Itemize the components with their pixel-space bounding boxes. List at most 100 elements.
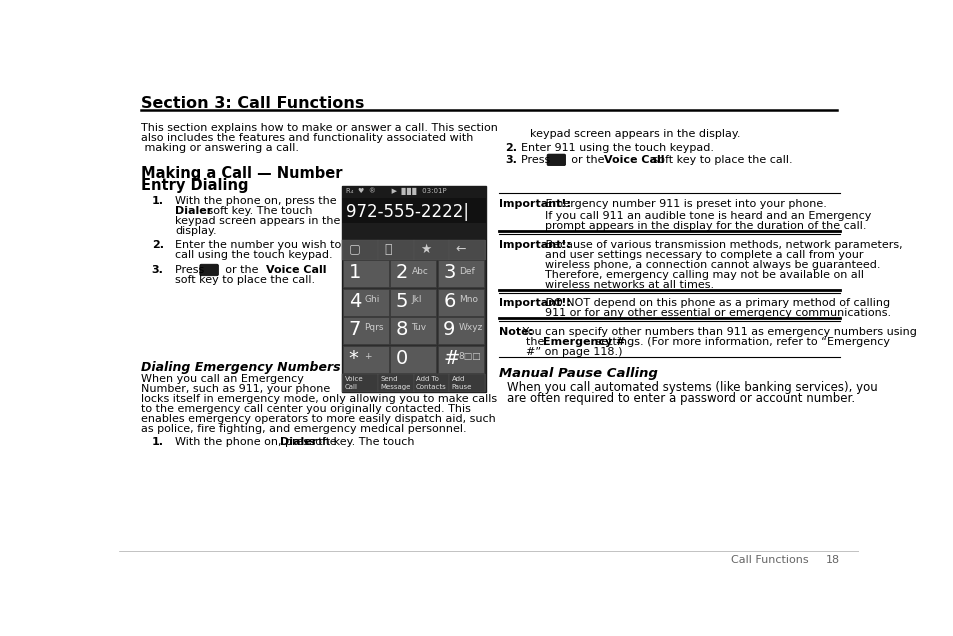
Text: call using the touch keypad.: call using the touch keypad. xyxy=(174,251,333,260)
Text: With the phone on, press the: With the phone on, press the xyxy=(174,196,336,205)
Text: Def: Def xyxy=(458,266,474,275)
Text: Add: Add xyxy=(452,376,465,382)
Text: 8: 8 xyxy=(395,321,408,340)
Text: 911 or for any other essential or emergency communications.: 911 or for any other essential or emerge… xyxy=(545,308,891,318)
Text: Add To: Add To xyxy=(416,376,438,382)
Text: 1.: 1. xyxy=(152,196,164,205)
Text: #: # xyxy=(443,349,459,368)
Text: ←: ← xyxy=(456,243,466,256)
Bar xyxy=(437,317,483,344)
Text: 👥: 👥 xyxy=(384,243,392,256)
Bar xyxy=(437,260,483,287)
Bar xyxy=(343,289,389,316)
Text: You can specify other numbers than 911 as emergency numbers using: You can specify other numbers than 911 a… xyxy=(518,326,916,336)
Bar xyxy=(342,186,485,392)
Text: 2: 2 xyxy=(395,263,408,282)
Text: With the phone on, press the: With the phone on, press the xyxy=(174,437,340,446)
Text: 18: 18 xyxy=(825,555,840,565)
Text: 9: 9 xyxy=(443,321,456,340)
Bar xyxy=(390,317,436,344)
Text: Section 3: Call Functions: Section 3: Call Functions xyxy=(141,96,364,111)
Text: ★: ★ xyxy=(419,243,431,256)
Text: 2.: 2. xyxy=(505,142,517,153)
FancyBboxPatch shape xyxy=(199,264,218,276)
Text: This section explains how to make or answer a call. This section: This section explains how to make or ans… xyxy=(141,123,497,132)
Text: Pause: Pause xyxy=(452,384,472,389)
Text: Dialer: Dialer xyxy=(279,437,316,446)
Text: Wxyz: Wxyz xyxy=(458,324,482,333)
Text: When you call an Emergency: When you call an Emergency xyxy=(141,373,303,384)
Text: *: * xyxy=(348,349,358,368)
Text: 1: 1 xyxy=(348,263,360,282)
Text: wireless networks at all times.: wireless networks at all times. xyxy=(545,280,714,289)
Text: R₄  ♥  ®       ▶  ▊▊▊  03:01P: R₄ ♥ ® ▶ ▊▊▊ 03:01P xyxy=(345,187,446,195)
Text: wireless phone, a connection cannot always be guaranteed.: wireless phone, a connection cannot alwa… xyxy=(545,259,880,270)
Text: 6: 6 xyxy=(443,292,456,311)
Text: Manual Pause Calling: Manual Pause Calling xyxy=(498,368,658,380)
Text: display.: display. xyxy=(174,226,216,236)
Text: Therefore, emergency calling may not be available on all: Therefore, emergency calling may not be … xyxy=(545,270,863,280)
Text: #” on page 118.): #” on page 118.) xyxy=(525,347,622,357)
Text: 4: 4 xyxy=(348,292,360,311)
Text: and user settings necessary to complete a call from your: and user settings necessary to complete … xyxy=(545,249,863,259)
FancyBboxPatch shape xyxy=(546,154,565,165)
Text: Call Functions: Call Functions xyxy=(731,555,808,565)
Text: soft key. The touch: soft key. The touch xyxy=(204,205,313,216)
Text: 5: 5 xyxy=(395,292,408,311)
Text: ▢: ▢ xyxy=(348,243,360,256)
Bar xyxy=(343,346,389,373)
Text: are often required to enter a password or account number.: are often required to enter a password o… xyxy=(506,392,854,405)
Text: Important!:: Important!: xyxy=(498,198,571,209)
Text: Voice Call: Voice Call xyxy=(604,155,664,165)
Text: making or answering a call.: making or answering a call. xyxy=(141,142,298,153)
Bar xyxy=(342,240,485,259)
Text: Because of various transmission methods, network parameters,: Because of various transmission methods,… xyxy=(541,240,902,249)
Text: Contacts: Contacts xyxy=(416,384,446,389)
Bar xyxy=(342,223,485,240)
Text: Press      or the: Press or the xyxy=(520,155,607,165)
Text: Call: Call xyxy=(344,384,357,389)
Bar xyxy=(342,373,485,392)
Text: 0: 0 xyxy=(395,349,408,368)
Bar xyxy=(342,198,485,223)
Text: Tuv: Tuv xyxy=(411,324,426,333)
Text: to the emergency call center you originally contacted. This: to the emergency call center you origina… xyxy=(141,404,471,413)
Bar xyxy=(377,373,414,392)
Text: 3.: 3. xyxy=(505,155,517,165)
Bar xyxy=(449,373,484,392)
Text: Press      or the: Press or the xyxy=(174,265,262,275)
Bar xyxy=(390,289,436,316)
Text: keypad screen appears in the: keypad screen appears in the xyxy=(174,216,340,226)
Text: Emergency #: Emergency # xyxy=(542,336,625,347)
Text: Making a Call — Number: Making a Call — Number xyxy=(141,165,342,181)
Text: soft key. The touch: soft key. The touch xyxy=(306,437,414,446)
Text: Important!:: Important!: xyxy=(498,298,571,308)
Text: also includes the features and functionality associated with: also includes the features and functiona… xyxy=(141,132,473,142)
Text: locks itself in emergency mode, only allowing you to make calls: locks itself in emergency mode, only all… xyxy=(141,394,497,404)
Text: 2.: 2. xyxy=(152,240,164,251)
Text: settings. (For more information, refer to “Emergency: settings. (For more information, refer t… xyxy=(592,336,889,347)
Text: +: + xyxy=(364,352,372,361)
Text: 8□□: 8□□ xyxy=(458,352,481,361)
Bar xyxy=(343,317,389,344)
Text: Note:: Note: xyxy=(498,326,533,336)
Bar xyxy=(343,260,389,287)
Bar xyxy=(414,240,449,259)
Bar xyxy=(342,240,377,259)
Bar xyxy=(342,373,377,392)
Text: Voice: Voice xyxy=(344,376,363,382)
Bar xyxy=(437,346,483,373)
Text: keypad screen appears in the display.: keypad screen appears in the display. xyxy=(530,128,740,139)
Text: Enter the number you wish to: Enter the number you wish to xyxy=(174,240,341,251)
Text: 7: 7 xyxy=(348,321,360,340)
Bar xyxy=(390,260,436,287)
Text: Send: Send xyxy=(380,376,397,382)
Text: Dialer: Dialer xyxy=(174,205,213,216)
Text: Important!:: Important!: xyxy=(498,240,571,249)
Text: 972-555-2222|: 972-555-2222| xyxy=(346,203,469,221)
Text: 3.: 3. xyxy=(152,265,164,275)
Text: as police, fire fighting, and emergency medical personnel.: as police, fire fighting, and emergency … xyxy=(141,424,466,434)
Text: Emergency number 911 is preset into your phone.: Emergency number 911 is preset into your… xyxy=(541,198,826,209)
Text: When you call automated systems (like banking services), you: When you call automated systems (like ba… xyxy=(506,381,877,394)
Text: Message: Message xyxy=(380,384,411,389)
